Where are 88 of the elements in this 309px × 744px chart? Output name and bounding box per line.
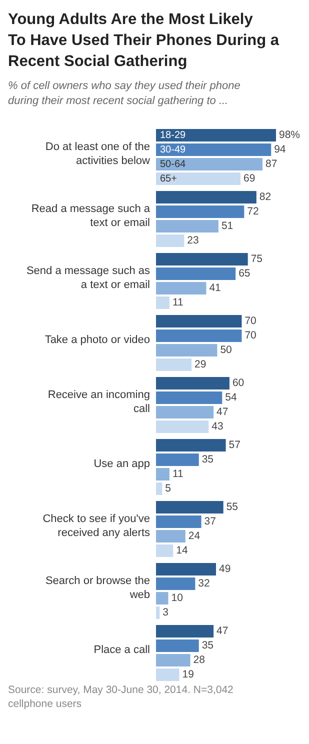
bar bbox=[156, 625, 214, 638]
chart-title: Young Adults Are the Most Likely To Have Used Their Phones During a Recent Social Gathering bbox=[8, 11, 280, 70]
data-label: 41 bbox=[209, 282, 222, 294]
bar bbox=[156, 406, 214, 418]
data-label: 37 bbox=[204, 516, 216, 528]
bar bbox=[156, 439, 226, 452]
bar bbox=[156, 420, 209, 433]
y-tick-label: Do at least one of the activities below bbox=[45, 140, 150, 167]
bar bbox=[156, 172, 240, 185]
bar bbox=[156, 268, 236, 280]
bar bbox=[156, 501, 224, 514]
bar bbox=[156, 654, 190, 666]
bar bbox=[156, 668, 180, 681]
bar bbox=[156, 253, 248, 266]
bar bbox=[156, 315, 242, 328]
data-label: 70 bbox=[244, 315, 257, 328]
bar bbox=[156, 158, 263, 170]
y-tick-label: Search or browse the web bbox=[45, 574, 150, 601]
data-label: 98% bbox=[279, 129, 300, 142]
bar bbox=[156, 454, 199, 466]
data-label: 82 bbox=[259, 191, 272, 204]
data-label: 43 bbox=[212, 420, 224, 433]
data-label: 54 bbox=[225, 392, 237, 404]
data-label: 35 bbox=[202, 640, 214, 652]
bar bbox=[156, 234, 184, 247]
y-tick-label: Read a message such a text or email bbox=[31, 202, 151, 229]
bar bbox=[156, 530, 186, 542]
y-tick-label: Take a photo or video bbox=[44, 334, 150, 346]
data-label: 3 bbox=[162, 606, 169, 619]
bar bbox=[156, 220, 218, 232]
data-label: 32 bbox=[198, 578, 210, 590]
data-label: 75 bbox=[250, 253, 263, 266]
data-label: 70 bbox=[244, 330, 257, 342]
bar bbox=[156, 392, 222, 404]
data-label: 72 bbox=[247, 206, 260, 218]
bar bbox=[156, 377, 230, 390]
data-label: 51 bbox=[221, 220, 234, 232]
bar bbox=[156, 482, 162, 495]
chart-subtitle: % of cell owners who say they used their phone during their most recent social gathering to ... bbox=[8, 80, 240, 107]
bar bbox=[156, 563, 216, 576]
data-label: 65 bbox=[238, 268, 250, 280]
bar bbox=[156, 206, 244, 218]
data-label: 47 bbox=[216, 406, 228, 418]
bar bbox=[156, 544, 174, 557]
data-label: 29 bbox=[194, 358, 206, 371]
data-label: 28 bbox=[193, 654, 206, 666]
y-tick-label: Send a message such as a text or email bbox=[26, 264, 150, 291]
bar bbox=[156, 592, 168, 604]
bar bbox=[156, 144, 272, 156]
data-label: 57 bbox=[228, 439, 241, 452]
source-note: Source: survey, May 30-June 30, 2014. N=3,042 cellphone users bbox=[8, 684, 234, 710]
series-label: 30-49 bbox=[160, 144, 186, 156]
data-label: 49 bbox=[219, 563, 231, 576]
bar bbox=[156, 282, 206, 294]
bar bbox=[156, 468, 170, 480]
data-label: 60 bbox=[232, 377, 244, 390]
data-label: 23 bbox=[187, 234, 200, 247]
data-label: 24 bbox=[188, 530, 200, 542]
bar bbox=[156, 191, 256, 204]
data-label: 69 bbox=[243, 172, 256, 185]
bar bbox=[156, 330, 242, 342]
series-label: 18-29 bbox=[160, 130, 186, 141]
y-tick-label: Check to see if you've received any alerts bbox=[42, 512, 150, 539]
data-label: 5 bbox=[165, 482, 172, 495]
bar bbox=[156, 516, 202, 528]
data-label: 50 bbox=[220, 344, 232, 356]
data-label: 10 bbox=[171, 592, 184, 604]
bar bbox=[156, 344, 218, 356]
bar bbox=[156, 358, 192, 371]
data-label: 19 bbox=[182, 668, 194, 681]
bar bbox=[156, 606, 160, 619]
bar bbox=[156, 296, 170, 309]
data-label: 47 bbox=[216, 625, 228, 638]
data-label: 94 bbox=[274, 144, 286, 156]
y-tick-label: Receive an incoming call bbox=[48, 388, 150, 415]
data-label: 11 bbox=[172, 468, 184, 480]
data-label: 87 bbox=[266, 158, 278, 170]
series-label: 50-64 bbox=[160, 158, 186, 170]
bar bbox=[156, 129, 276, 142]
data-label: 35 bbox=[202, 454, 214, 466]
data-label: 14 bbox=[176, 544, 188, 557]
data-label: 55 bbox=[226, 501, 238, 514]
y-tick-label: Use an app bbox=[94, 458, 150, 470]
bar bbox=[156, 578, 196, 590]
bar bbox=[156, 640, 199, 652]
series-label: 65+ bbox=[160, 173, 178, 184]
y-tick-label: Place a call bbox=[94, 644, 150, 656]
data-label: 11 bbox=[172, 296, 184, 309]
